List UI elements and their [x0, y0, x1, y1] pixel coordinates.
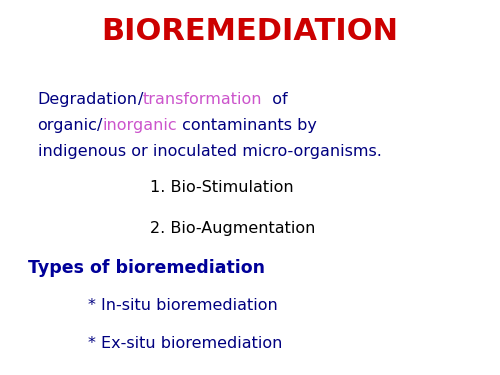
Text: contaminants by: contaminants by — [178, 118, 318, 133]
Text: transformation: transformation — [143, 92, 262, 107]
Text: 1. Bio-Stimulation: 1. Bio-Stimulation — [150, 180, 294, 195]
Text: /: / — [138, 92, 143, 107]
Text: Degradation: Degradation — [38, 92, 138, 107]
Text: organic: organic — [38, 118, 98, 133]
Text: indigenous or inoculated micro-organisms.: indigenous or inoculated micro-organisms… — [38, 144, 382, 159]
Text: Types of bioremediation: Types of bioremediation — [28, 259, 264, 277]
Text: inorganic: inorganic — [103, 118, 178, 133]
Text: /: / — [98, 118, 103, 133]
Text: BIOREMEDIATION: BIOREMEDIATION — [102, 17, 399, 46]
Text: of: of — [262, 92, 288, 107]
Text: 2. Bio-Augmentation: 2. Bio-Augmentation — [150, 221, 316, 236]
Text: * In-situ bioremediation: * In-situ bioremediation — [88, 298, 277, 313]
Text: * Ex-situ bioremediation: * Ex-situ bioremediation — [88, 336, 282, 351]
